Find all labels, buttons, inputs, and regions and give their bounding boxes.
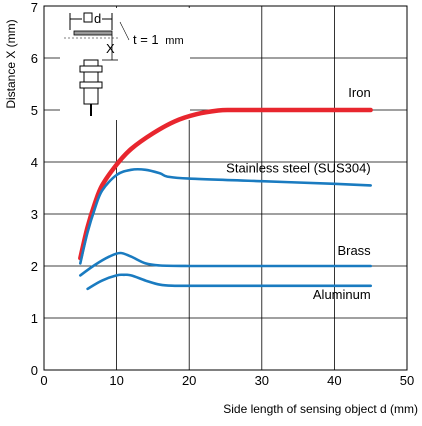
plot-frame xyxy=(43,5,408,371)
x-axis-label: Side length of sensing object d (mm) xyxy=(223,402,418,416)
sensor-nut-1 xyxy=(79,65,103,73)
sensor-head xyxy=(83,59,99,67)
thickness-unit: mm xyxy=(165,35,183,47)
x-tick-label: 50 xyxy=(400,373,414,388)
series-line-aluminum xyxy=(86,273,372,291)
x-tick-label: 10 xyxy=(109,373,123,388)
y-tick-label: 4 xyxy=(31,155,38,170)
y-tick-label: 0 xyxy=(31,363,38,378)
y-tick-label: 6 xyxy=(31,51,38,66)
series-line-stainless-steel-sus304 xyxy=(79,167,372,265)
series-line-brass xyxy=(79,251,372,277)
d-label: d xyxy=(94,11,101,26)
series-label-brass: Brass xyxy=(337,243,371,258)
square-symbol xyxy=(83,12,93,23)
sensing-plate xyxy=(73,30,113,36)
sensor-tail xyxy=(83,87,99,105)
thickness-label: t = 1 mm xyxy=(133,32,184,47)
sensor-nut-2 xyxy=(79,81,103,89)
y-tick-label: 3 xyxy=(31,207,38,222)
y-axis-label: Distance X (mm) xyxy=(4,19,18,108)
x-tick-label: 30 xyxy=(255,373,269,388)
y-tick-label: 2 xyxy=(31,259,38,274)
series-label-aluminum: Aluminum xyxy=(313,287,371,302)
thickness-value: t = 1 xyxy=(133,32,159,47)
series-label-iron: Iron xyxy=(348,85,370,100)
y-tick-label: 5 xyxy=(31,103,38,118)
y-tick-label: 7 xyxy=(31,0,38,15)
y-tick-label: 1 xyxy=(31,311,38,326)
series-line-iron xyxy=(78,107,373,261)
x-tick-label: 0 xyxy=(40,373,47,388)
series-label-stainless-steel-sus304: Stainless steel (SUS304) xyxy=(226,160,371,175)
x-tick-label: 20 xyxy=(182,373,196,388)
t-leader xyxy=(119,21,130,41)
x-label: X xyxy=(106,41,115,56)
inset-background xyxy=(60,8,190,120)
sensor-body xyxy=(83,71,99,83)
sensor-diagram: d X t = 1 mm xyxy=(64,11,184,116)
x-tick-label: 40 xyxy=(327,373,341,388)
